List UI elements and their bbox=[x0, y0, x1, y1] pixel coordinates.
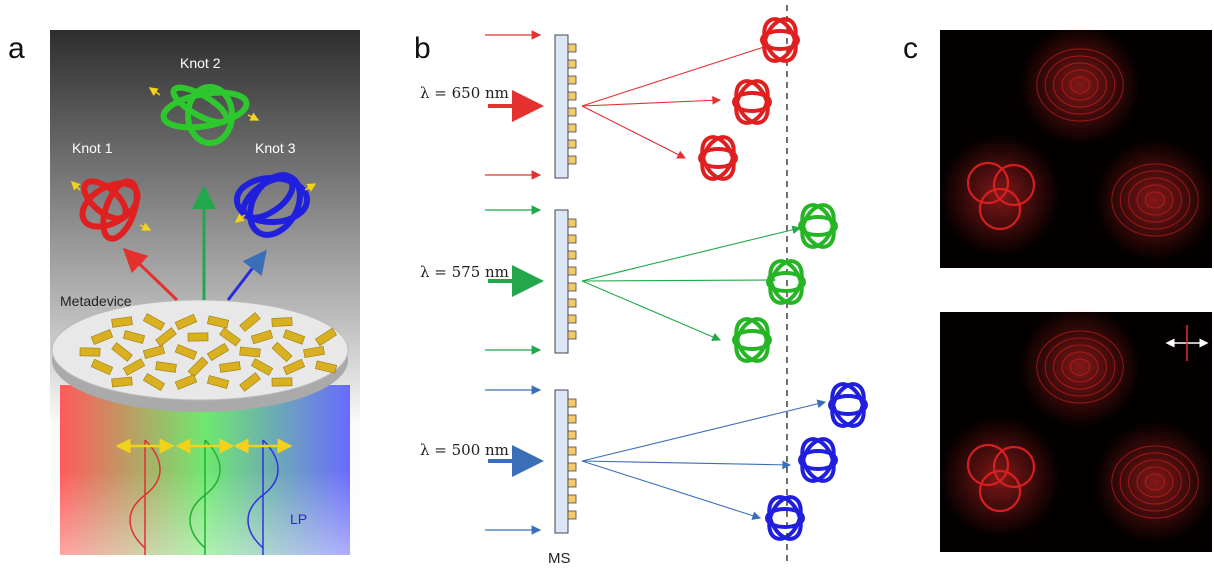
knot-loop bbox=[762, 31, 798, 49]
knot-image bbox=[730, 314, 774, 366]
knot-label: Knot 1 bbox=[72, 140, 113, 156]
output-arrow bbox=[582, 280, 775, 281]
output-arrow bbox=[582, 402, 825, 461]
speckle-glow bbox=[1095, 140, 1214, 260]
output-arrow bbox=[582, 100, 720, 106]
knot-loop bbox=[800, 217, 836, 235]
wavelength-label: λ = 500 nm bbox=[420, 441, 509, 459]
knot-image bbox=[763, 492, 807, 544]
knot-image bbox=[758, 14, 802, 66]
metasurface-label: MS bbox=[548, 550, 571, 567]
knot-label: Knot 3 bbox=[255, 140, 296, 156]
knot-loop bbox=[768, 273, 804, 291]
meta-atom bbox=[568, 124, 576, 132]
speckle-glow bbox=[1095, 422, 1214, 542]
output-arrow bbox=[582, 281, 720, 340]
panel-label: c bbox=[903, 32, 918, 65]
meta-atom bbox=[568, 299, 576, 307]
meta-atom bbox=[568, 447, 576, 455]
meta-atom bbox=[568, 60, 576, 68]
panel-label: a bbox=[8, 32, 25, 65]
knot-loop bbox=[734, 331, 770, 349]
meta-atom bbox=[568, 399, 576, 407]
knot-image bbox=[796, 434, 840, 486]
meta-atom bbox=[568, 479, 576, 487]
nanobar bbox=[80, 348, 100, 356]
knot-loop bbox=[700, 149, 736, 167]
wavelength-label: λ = 650 nm bbox=[420, 84, 509, 102]
meta-atom bbox=[568, 415, 576, 423]
device-label: Metadevice bbox=[60, 293, 132, 309]
meta-atom bbox=[568, 331, 576, 339]
meta-atom bbox=[568, 431, 576, 439]
meta-atom bbox=[568, 283, 576, 291]
output-arrow bbox=[582, 461, 790, 465]
speckle-glow bbox=[940, 417, 1060, 537]
output-arrow bbox=[582, 461, 760, 518]
speckle-glow bbox=[940, 135, 1060, 255]
meta-atom bbox=[568, 92, 576, 100]
output-arrow bbox=[582, 45, 770, 106]
metasurface bbox=[555, 390, 568, 533]
meta-atom bbox=[568, 76, 576, 84]
knot-image bbox=[796, 200, 840, 252]
knot-loop bbox=[764, 256, 808, 308]
page: a Knot 1 Knot 2 Knot 3 Metadevice LP b λ… bbox=[0, 0, 1214, 569]
metasurface bbox=[555, 35, 568, 178]
output-arrow bbox=[582, 228, 800, 281]
meta-atom bbox=[568, 235, 576, 243]
meta-atom bbox=[568, 219, 576, 227]
knot-loop bbox=[696, 132, 740, 184]
knot-image bbox=[764, 256, 808, 308]
meta-atom bbox=[568, 108, 576, 116]
knot-image bbox=[696, 132, 740, 184]
knot-loop bbox=[763, 492, 807, 544]
meta-atom bbox=[568, 495, 576, 503]
knot-label: Knot 2 bbox=[180, 55, 221, 71]
nanobar bbox=[240, 347, 261, 357]
panel-c: c bbox=[903, 25, 1214, 552]
wavelength-label: λ = 575 nm bbox=[420, 263, 509, 281]
panel-a: a Knot 1 Knot 2 Knot 3 Metadevice LP bbox=[8, 30, 360, 555]
figure: a Knot 1 Knot 2 Knot 3 Metadevice LP b λ… bbox=[0, 0, 1214, 569]
knot-loop bbox=[767, 509, 803, 527]
knot-loop bbox=[800, 451, 836, 469]
nanobar bbox=[272, 317, 292, 326]
meta-atom bbox=[568, 315, 576, 323]
panel-label: b bbox=[414, 32, 431, 65]
output-arrow bbox=[582, 106, 685, 158]
knot-loop bbox=[730, 314, 774, 366]
nanobar bbox=[272, 378, 292, 386]
knot-loop bbox=[796, 434, 840, 486]
knot-loop bbox=[826, 379, 870, 431]
knot-loop bbox=[758, 14, 802, 66]
knot-image bbox=[730, 76, 774, 128]
meta-atom bbox=[568, 463, 576, 471]
nanobar bbox=[112, 377, 133, 387]
speckle-glow bbox=[1020, 307, 1140, 427]
meta-atom bbox=[568, 44, 576, 52]
meta-atom bbox=[568, 267, 576, 275]
meta-atom bbox=[568, 511, 576, 519]
meta-atom bbox=[568, 251, 576, 259]
knot-image bbox=[826, 379, 870, 431]
nanobar bbox=[188, 333, 208, 341]
knot-loop bbox=[830, 396, 866, 414]
knot-loop bbox=[730, 76, 774, 128]
knot-loop bbox=[734, 93, 770, 111]
polarization-label: LP bbox=[290, 511, 307, 527]
panel-b: b λ = 650 nm λ = 575 nm λ = 500 nm MS bbox=[414, 5, 870, 567]
speckle-glow bbox=[1020, 25, 1140, 145]
meta-atom bbox=[568, 140, 576, 148]
metasurface bbox=[555, 210, 568, 353]
knot-loop bbox=[796, 200, 840, 252]
meta-atom bbox=[568, 156, 576, 164]
